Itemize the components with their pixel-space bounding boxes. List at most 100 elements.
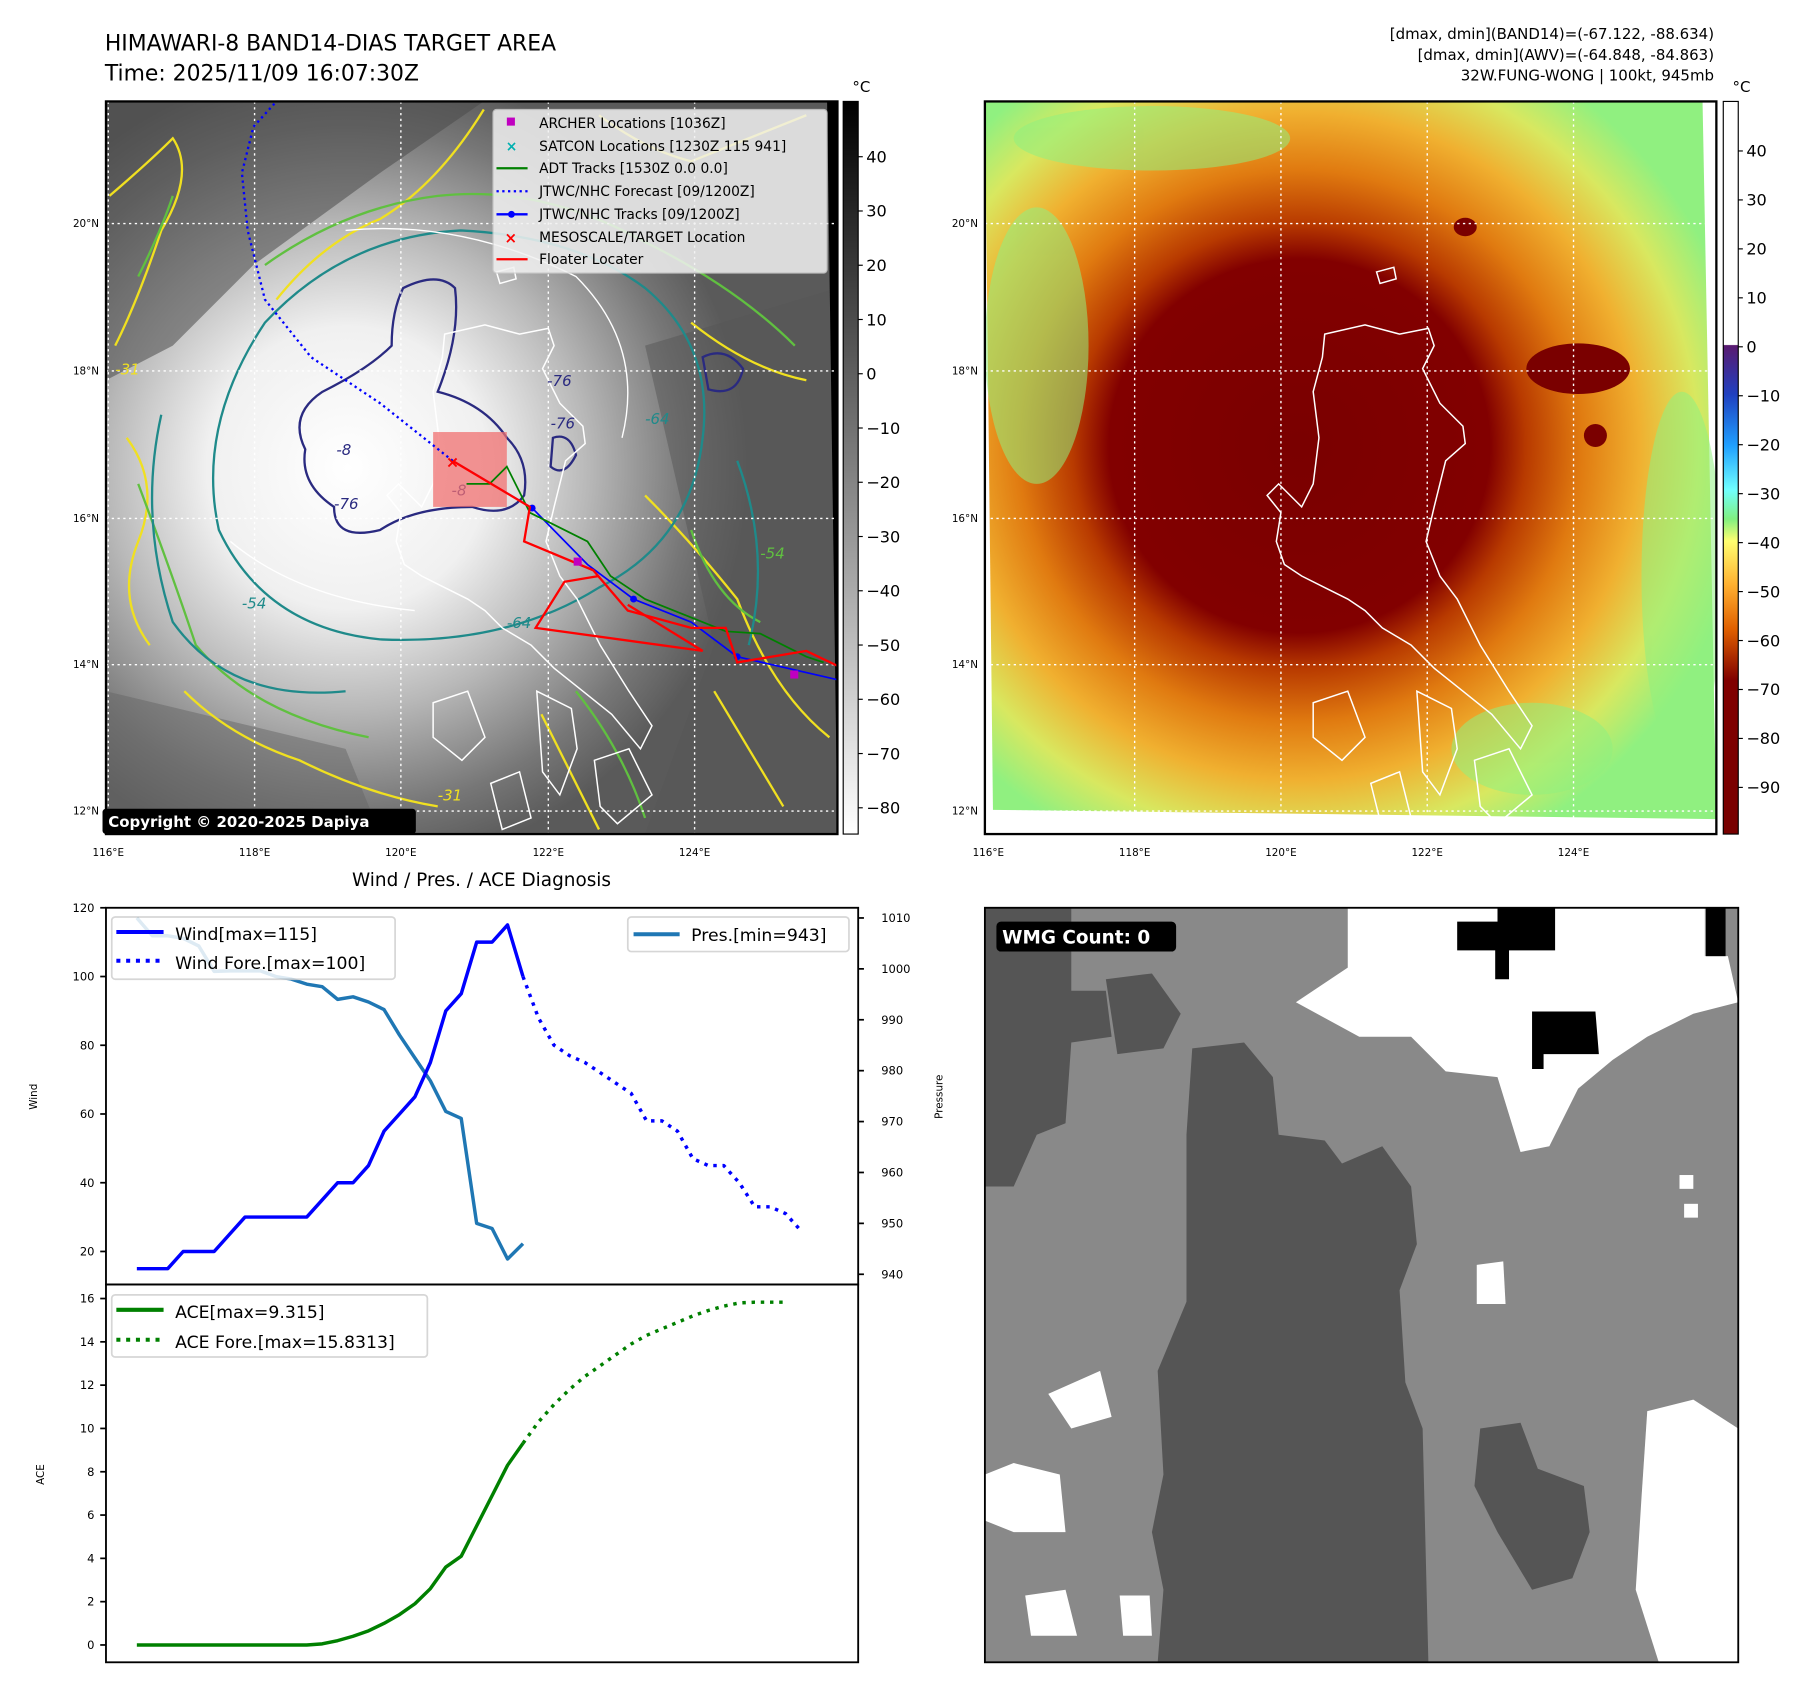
lat-label: 14°N bbox=[952, 659, 978, 671]
lat-label: 18°N bbox=[952, 365, 978, 377]
awv-green-patch bbox=[1451, 702, 1613, 795]
wind-forecast-legend-label: Wind Fore.[max=100] bbox=[175, 954, 365, 974]
archer-legend-icon bbox=[506, 117, 515, 126]
y-tick-label: 4 bbox=[87, 1551, 94, 1565]
colorbar-tick-label: 10 bbox=[1746, 289, 1767, 308]
archer-location-marker bbox=[790, 670, 799, 679]
chart-title: Wind / Pres. / ACE Diagnosis bbox=[352, 870, 611, 891]
y-tick-label: 60 bbox=[80, 1107, 95, 1121]
wmg-white-region bbox=[984, 1463, 1066, 1533]
pressure-legend: Pres.[min=943] bbox=[626, 916, 850, 953]
lat-label: 12°N bbox=[73, 805, 99, 817]
awv-map-frame bbox=[983, 100, 1718, 836]
y-tick-label: 14 bbox=[80, 1335, 95, 1349]
legend-label: SATCON Locations [1230Z 115 941] bbox=[539, 139, 786, 155]
jtwc-track-point bbox=[630, 595, 638, 603]
wmg-count-badge bbox=[996, 921, 1177, 952]
map-legend: ARCHER Locations [1036Z] × SATCON Locati… bbox=[492, 108, 828, 274]
wmg-count-text: WMG Count: 0 bbox=[1002, 927, 1150, 948]
target-location-marker: × bbox=[446, 453, 460, 472]
pressure-legend-label: Pres.[min=943] bbox=[691, 926, 826, 946]
lon-label: 116°E bbox=[93, 847, 124, 859]
y-tick-label: 100 bbox=[73, 970, 95, 984]
legend-label: MESOSCALE/TARGET Location bbox=[539, 230, 745, 246]
y-tick-label: 16 bbox=[80, 1292, 95, 1306]
lon-label: 122°E bbox=[1411, 847, 1443, 859]
wmg-white-region bbox=[1295, 907, 1739, 1152]
target-legend-icon: × bbox=[505, 229, 518, 247]
y-tick-label: 20 bbox=[80, 1244, 95, 1258]
ir-map-panel: -76 -76 -76 -64 -64 -54 -54 -31 -31 -8 -… bbox=[73, 78, 900, 859]
colorbar-tick-label: 0 bbox=[1746, 338, 1756, 357]
lon-label: 120°E bbox=[385, 847, 417, 859]
awv-green-patch bbox=[1013, 106, 1291, 171]
awv-range: [dmax, dmin](AWV)=(-64.848, -84.863) bbox=[1418, 46, 1714, 64]
contour-label: -8 bbox=[336, 441, 351, 459]
awv-cold-cloud bbox=[1453, 217, 1477, 237]
lon-label: 124°E bbox=[679, 847, 711, 859]
ir-colorbar-unit: °C bbox=[852, 78, 870, 96]
lat-label: 12°N bbox=[952, 805, 978, 817]
wind-forecast-line bbox=[521, 975, 803, 1233]
y-tick-label: 40 bbox=[80, 1176, 95, 1190]
lat-label: 14°N bbox=[73, 659, 99, 671]
y-tick-label: 8 bbox=[87, 1465, 94, 1479]
colorbar-tick-label: −60 bbox=[1746, 631, 1780, 650]
contour-label: -31 bbox=[115, 360, 139, 378]
lon-label: 124°E bbox=[1558, 847, 1590, 859]
awv-cold-cloud bbox=[1526, 343, 1630, 395]
y-tick-label: 0 bbox=[87, 1638, 94, 1652]
wmg-white-region bbox=[1684, 1203, 1698, 1218]
ace-forecast-line bbox=[521, 1300, 786, 1445]
floater-box bbox=[433, 432, 507, 507]
colorbar-tick-label: 30 bbox=[866, 202, 887, 221]
ace-legend: ACE[max=9.315] ACE Fore.[max=15.8313] bbox=[110, 1293, 429, 1358]
awv-colorbar-unit: °C bbox=[1732, 78, 1750, 96]
y-tick-label: 12 bbox=[80, 1378, 95, 1392]
wmg-white-region bbox=[1635, 1399, 1739, 1663]
contour-label: -76 bbox=[547, 372, 571, 390]
dark-cloud-band bbox=[105, 101, 484, 381]
legend-label: JTWC/NHC Forecast [09/1200Z] bbox=[538, 184, 755, 200]
wmg-dark-region bbox=[984, 907, 1112, 1187]
colorbar-tick-label: 20 bbox=[1746, 240, 1767, 259]
lat-label: 20°N bbox=[73, 218, 99, 230]
wmg-white-region bbox=[1119, 1595, 1152, 1636]
contour-white bbox=[229, 227, 629, 612]
lon-label: 122°E bbox=[533, 847, 565, 859]
colorbar-tick-label: −30 bbox=[866, 527, 900, 546]
lon-label: 118°E bbox=[1119, 847, 1151, 859]
pressure-axis-label: Pressure bbox=[933, 1075, 945, 1119]
colorbar-tick-label: −70 bbox=[1746, 680, 1780, 699]
awv-cold-cloud bbox=[1583, 423, 1607, 448]
colorbar-tick-label: −20 bbox=[1746, 435, 1780, 454]
wmg-dark-region bbox=[1105, 973, 1181, 1055]
wmg-dark-region bbox=[1474, 1422, 1590, 1590]
colorbar-tick-label: −80 bbox=[1746, 729, 1780, 748]
tracks-legend-point bbox=[507, 210, 515, 218]
contour-label: -31 bbox=[438, 787, 462, 805]
ace-panel: 0 2 4 6 8 10 12 14 16 ACE ACE[max=9.315] ACE For… bbox=[35, 1283, 860, 1664]
colorbar-tick-label: −50 bbox=[866, 636, 900, 655]
contour-label: -54 bbox=[760, 545, 784, 563]
lat-label: 20°N bbox=[952, 218, 978, 230]
wmg-white-region bbox=[1476, 1261, 1506, 1305]
observation-time: Time: 2025/11/09 16:07:30Z bbox=[104, 62, 419, 87]
colorbar-tick-label: 40 bbox=[1746, 142, 1767, 161]
wind-legend-label: Wind[max=115] bbox=[175, 925, 317, 945]
y-right-tick-label: 1010 bbox=[881, 911, 910, 925]
adt-track bbox=[466, 465, 824, 664]
storm-info: 32W.FUNG-WONG | 100kt, 945mb bbox=[1461, 67, 1714, 85]
y-tick-label: 80 bbox=[80, 1038, 95, 1052]
y-right-tick-label: 940 bbox=[881, 1267, 903, 1281]
copyright-badge bbox=[102, 808, 416, 835]
wmg-black-region bbox=[1457, 907, 1556, 980]
colorbar-tick-label: −10 bbox=[866, 419, 900, 438]
contour-label: -64 bbox=[507, 614, 531, 632]
y-tick-label: 10 bbox=[80, 1421, 95, 1435]
colorbar-tick-label: −80 bbox=[866, 799, 900, 818]
lon-label: 120°E bbox=[1265, 847, 1297, 859]
wmg-frame bbox=[983, 906, 1740, 1664]
y-right-tick-label: 980 bbox=[881, 1064, 903, 1078]
lon-label: 118°E bbox=[239, 847, 271, 859]
